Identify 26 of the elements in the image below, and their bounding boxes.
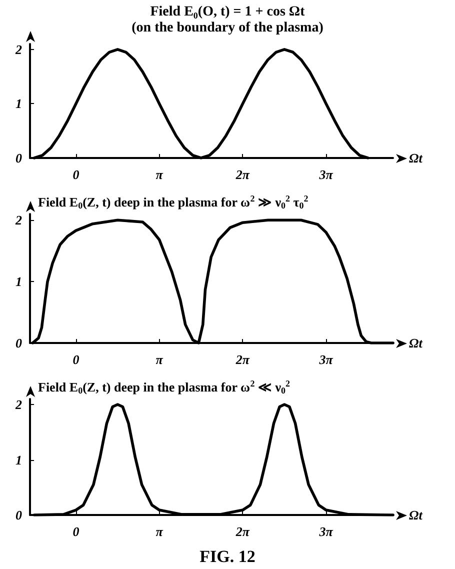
x-axis-title: Ωt bbox=[409, 508, 423, 522]
x-tick-label: 2π bbox=[234, 524, 250, 539]
y-tick-label: 2 bbox=[14, 42, 22, 57]
x-tick-label: 3π bbox=[318, 352, 334, 367]
x-tick-label: π bbox=[156, 352, 164, 367]
x-tick-label: π bbox=[156, 524, 164, 539]
x-tick-label: 0 bbox=[72, 524, 80, 539]
x-tick-label: 3π bbox=[318, 167, 334, 182]
x-axis-title: Ωt bbox=[409, 150, 423, 166]
caption: FIG. 12 bbox=[200, 547, 256, 566]
x-tick-label: 2π bbox=[234, 352, 250, 367]
y-tick-label: 1 bbox=[16, 96, 22, 112]
x-tick-label: 3π bbox=[318, 524, 334, 539]
x-tick-label: 0 bbox=[72, 167, 80, 182]
x-tick-label: π bbox=[156, 167, 164, 182]
y-tick-label: 2 bbox=[14, 397, 22, 412]
y-tick-label: 1 bbox=[16, 452, 22, 468]
y-tick-label: 1 bbox=[16, 274, 22, 290]
x-axis-title: Ωt bbox=[409, 336, 423, 350]
chart-subtitle: (on the boundary of the plasma) bbox=[132, 20, 324, 36]
x-tick-label: 0 bbox=[72, 352, 80, 367]
y-tick-label: 0 bbox=[16, 336, 22, 350]
y-tick-label: 0 bbox=[16, 508, 22, 522]
y-tick-label: 0 bbox=[16, 150, 22, 166]
x-tick-label: 2π bbox=[234, 167, 250, 182]
y-tick-label: 2 bbox=[14, 212, 22, 228]
